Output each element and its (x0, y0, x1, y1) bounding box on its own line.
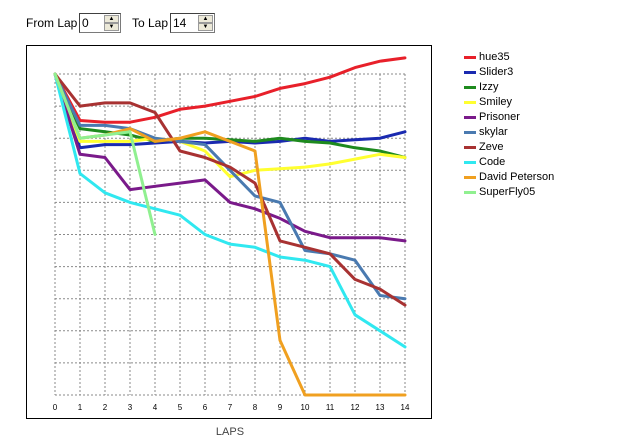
legend-swatch (464, 116, 476, 119)
legend-label: SuperFly05 (479, 186, 536, 198)
series-line-7 (53, 72, 407, 349)
x-tick-label: 12 (351, 403, 360, 412)
legend-swatch (464, 131, 476, 134)
legend-label: Zeve (479, 141, 504, 153)
from-lap-label: From Lap (26, 16, 78, 30)
x-tick-label: 1 (78, 403, 83, 412)
x-tick-label: 9 (278, 403, 283, 412)
x-tick-label: 7 (228, 403, 233, 412)
legend-item: Code (460, 155, 630, 170)
legend-label: David Peterson (479, 171, 555, 183)
from-lap-spin-buttons: ▲ ▼ (104, 15, 119, 31)
series-line-9 (53, 72, 157, 236)
series-lines (53, 56, 407, 397)
from-lap-down-arrow-icon[interactable]: ▼ (104, 23, 119, 31)
legend-label: Slider3 (479, 66, 514, 78)
legend-swatch (464, 86, 476, 89)
x-tick-label: 3 (128, 403, 133, 412)
legend-item: Zeve (460, 140, 630, 155)
legend-swatch (464, 176, 476, 179)
to-lap-spin-buttons: ▲ ▼ (198, 15, 213, 31)
x-tick-label: 4 (153, 403, 158, 412)
x-tick-label: 0 (53, 403, 58, 412)
x-tick-label: 2 (103, 403, 108, 412)
legend-swatch (464, 56, 476, 59)
from-lap-up-arrow-icon[interactable]: ▲ (104, 15, 119, 23)
legend-label: hue35 (479, 51, 510, 63)
legend-item: Smiley (460, 95, 630, 110)
legend-swatch (464, 146, 476, 149)
legend-label: Code (479, 156, 506, 168)
x-tick-label: 10 (301, 403, 310, 412)
legend-label: skylar (479, 126, 508, 138)
legend-swatch (464, 191, 476, 194)
legend-label: Izzy (479, 81, 499, 93)
legend-swatch (464, 71, 476, 74)
legend-label: Smiley (479, 96, 513, 108)
to-lap-input[interactable] (173, 16, 195, 30)
from-lap-input[interactable] (82, 16, 104, 30)
series-line-4 (53, 72, 407, 243)
legend-item: Slider3 (460, 65, 630, 80)
lap-chart-frame: 0 1 2 3 4 5 6 7 8 9 10 11 12 13 14 (26, 45, 432, 419)
legend-item: hue35 (460, 50, 630, 65)
to-lap-up-arrow-icon[interactable]: ▲ (198, 15, 213, 23)
legend-item: Izzy (460, 80, 630, 95)
legend-swatch (464, 101, 476, 104)
series-line-3 (53, 72, 407, 179)
x-tick-label: 14 (401, 403, 410, 412)
x-tick-label: 13 (376, 403, 385, 412)
lap-range-toolbar: From Lap ▲ ▼ To Lap ▲ ▼ (0, 0, 632, 40)
legend-swatch (464, 161, 476, 164)
series-line-0 (53, 56, 407, 124)
to-lap-down-arrow-icon[interactable]: ▼ (198, 23, 213, 31)
legend-label: Prisoner (479, 111, 520, 123)
to-lap-label: To Lap (132, 16, 169, 30)
legend-item: David Peterson (460, 170, 630, 185)
x-tick-label: 8 (253, 403, 258, 412)
from-lap-spinner[interactable]: ▲ ▼ (79, 13, 121, 33)
legend-item: SuperFly05 (460, 185, 630, 200)
x-tick-labels: 0 1 2 3 4 5 6 7 8 9 10 11 12 13 14 (53, 403, 410, 412)
lap-position-chart: 0 1 2 3 4 5 6 7 8 9 10 11 12 13 14 (53, 56, 410, 412)
chart-legend: hue35 Slider3 Izzy Smiley Prisoner skylar Zeve… (460, 50, 630, 200)
legend-item: skylar (460, 125, 630, 140)
x-axis-label: LAPS (215, 426, 245, 438)
series-line-5 (53, 72, 407, 301)
x-tick-label: 5 (178, 403, 183, 412)
legend-item: Prisoner (460, 110, 630, 125)
series-line-6 (53, 72, 407, 307)
to-lap-spinner[interactable]: ▲ ▼ (170, 13, 215, 33)
x-tick-label: 11 (326, 403, 335, 412)
x-tick-label: 6 (203, 403, 208, 412)
